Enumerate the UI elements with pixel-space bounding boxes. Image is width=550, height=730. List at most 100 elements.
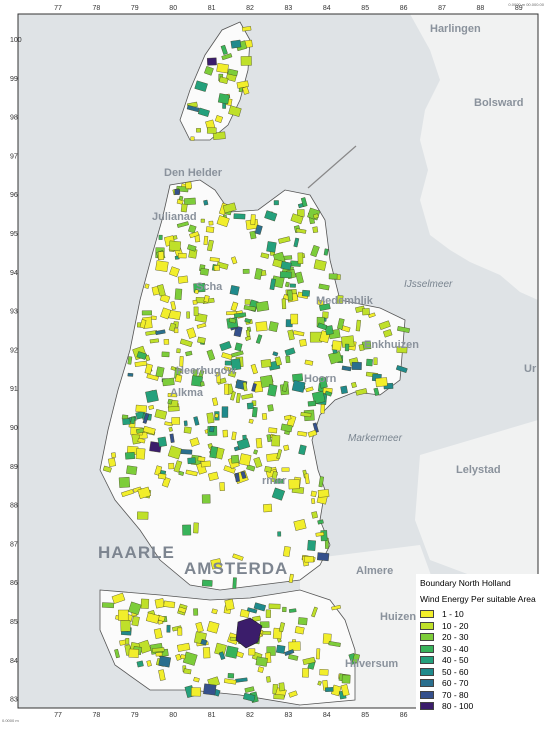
parcel (297, 252, 304, 264)
parcel (142, 425, 156, 435)
parcel (145, 389, 159, 403)
parcel (175, 653, 182, 661)
parcel (288, 573, 294, 583)
parcel (161, 351, 170, 358)
parcel (225, 645, 239, 659)
legend-class-row: 80 - 100 (420, 701, 473, 711)
parcel (171, 625, 182, 632)
parcel (311, 606, 318, 618)
parcel (244, 299, 251, 305)
parcel (397, 326, 410, 333)
legend-class-row: 1 - 10 (420, 609, 464, 619)
parcel (310, 244, 320, 258)
parcel (242, 268, 250, 274)
parcel (168, 240, 182, 252)
x-tick-label: 83 (285, 712, 293, 719)
legend-class-row: 40 - 50 (420, 655, 468, 665)
legend-swatch (420, 633, 434, 641)
parcel (351, 362, 362, 370)
parcel (152, 647, 165, 653)
parcel (182, 524, 192, 536)
parcel (311, 498, 316, 504)
parcel (195, 621, 204, 633)
parcel (158, 234, 163, 240)
legend-class-row: 30 - 40 (420, 644, 468, 654)
parcel (328, 273, 338, 280)
parcel (304, 556, 314, 563)
parcel (318, 283, 330, 291)
parcel (301, 289, 310, 297)
parcel (320, 404, 325, 414)
parcel (278, 622, 286, 633)
x-tick-label: 85 (361, 5, 369, 12)
parcel (243, 692, 256, 702)
parcel (197, 456, 206, 462)
parcel (206, 349, 216, 361)
parcel (228, 317, 237, 324)
parcel (193, 676, 200, 683)
label-lelystad: Lelystad (456, 464, 501, 476)
parcel (146, 660, 152, 667)
parcel (395, 365, 408, 373)
parcel (285, 355, 291, 364)
scale-note-bottom: 0.0000 m (2, 718, 19, 723)
parcel (176, 221, 189, 228)
parcel (223, 366, 231, 372)
parcel (280, 261, 292, 271)
parcel (318, 476, 324, 488)
parcel (146, 373, 159, 381)
label-huizen: Huizen (380, 611, 416, 623)
parcel (114, 648, 120, 659)
parcel (183, 420, 188, 426)
parcel (167, 445, 182, 460)
parcel (137, 486, 152, 499)
parcel (216, 63, 229, 74)
parcel (358, 343, 365, 352)
parcel (174, 288, 183, 300)
parcel (197, 107, 210, 117)
parcel (230, 39, 242, 49)
parcel (305, 386, 314, 393)
parcel (216, 371, 221, 384)
province-boundary (99, 179, 406, 591)
legend-class-label: 80 - 100 (442, 701, 474, 711)
parcel (160, 307, 172, 320)
parcel (266, 241, 277, 253)
legend-layer-title: Wind Energy Per suitable Area (420, 594, 536, 604)
parcel (174, 189, 180, 195)
parcel (355, 388, 368, 396)
parcel (189, 437, 200, 447)
parcel (125, 638, 130, 645)
friesland-land (410, 14, 538, 300)
parcel (126, 465, 138, 475)
parcel (194, 289, 200, 294)
parcel (375, 377, 388, 387)
parcel (281, 298, 287, 310)
parcel (163, 600, 176, 609)
parcel (207, 471, 219, 482)
parcel (254, 268, 263, 280)
parcel (213, 265, 220, 271)
legend-class-row: 20 - 30 (420, 632, 468, 642)
parcel (128, 648, 139, 658)
parcel (283, 444, 290, 451)
legend-class-label: 60 - 70 (442, 678, 469, 688)
parcel (250, 214, 256, 225)
parcel (260, 252, 270, 259)
y-tick-label: 89 (10, 464, 18, 471)
parcel (242, 86, 250, 95)
legend-class-label: 30 - 40 (442, 643, 469, 654)
parcel (252, 615, 261, 622)
parcel (186, 327, 197, 339)
parcel (255, 334, 263, 344)
parcel (310, 490, 317, 497)
x-tick-label: 82 (246, 712, 254, 719)
parcel (304, 359, 314, 366)
parcel (167, 398, 173, 405)
parcel (127, 372, 134, 377)
parcel (279, 271, 292, 279)
parcel (150, 315, 157, 320)
parcel (284, 281, 290, 288)
parcel (135, 404, 147, 413)
parcel (257, 666, 264, 673)
